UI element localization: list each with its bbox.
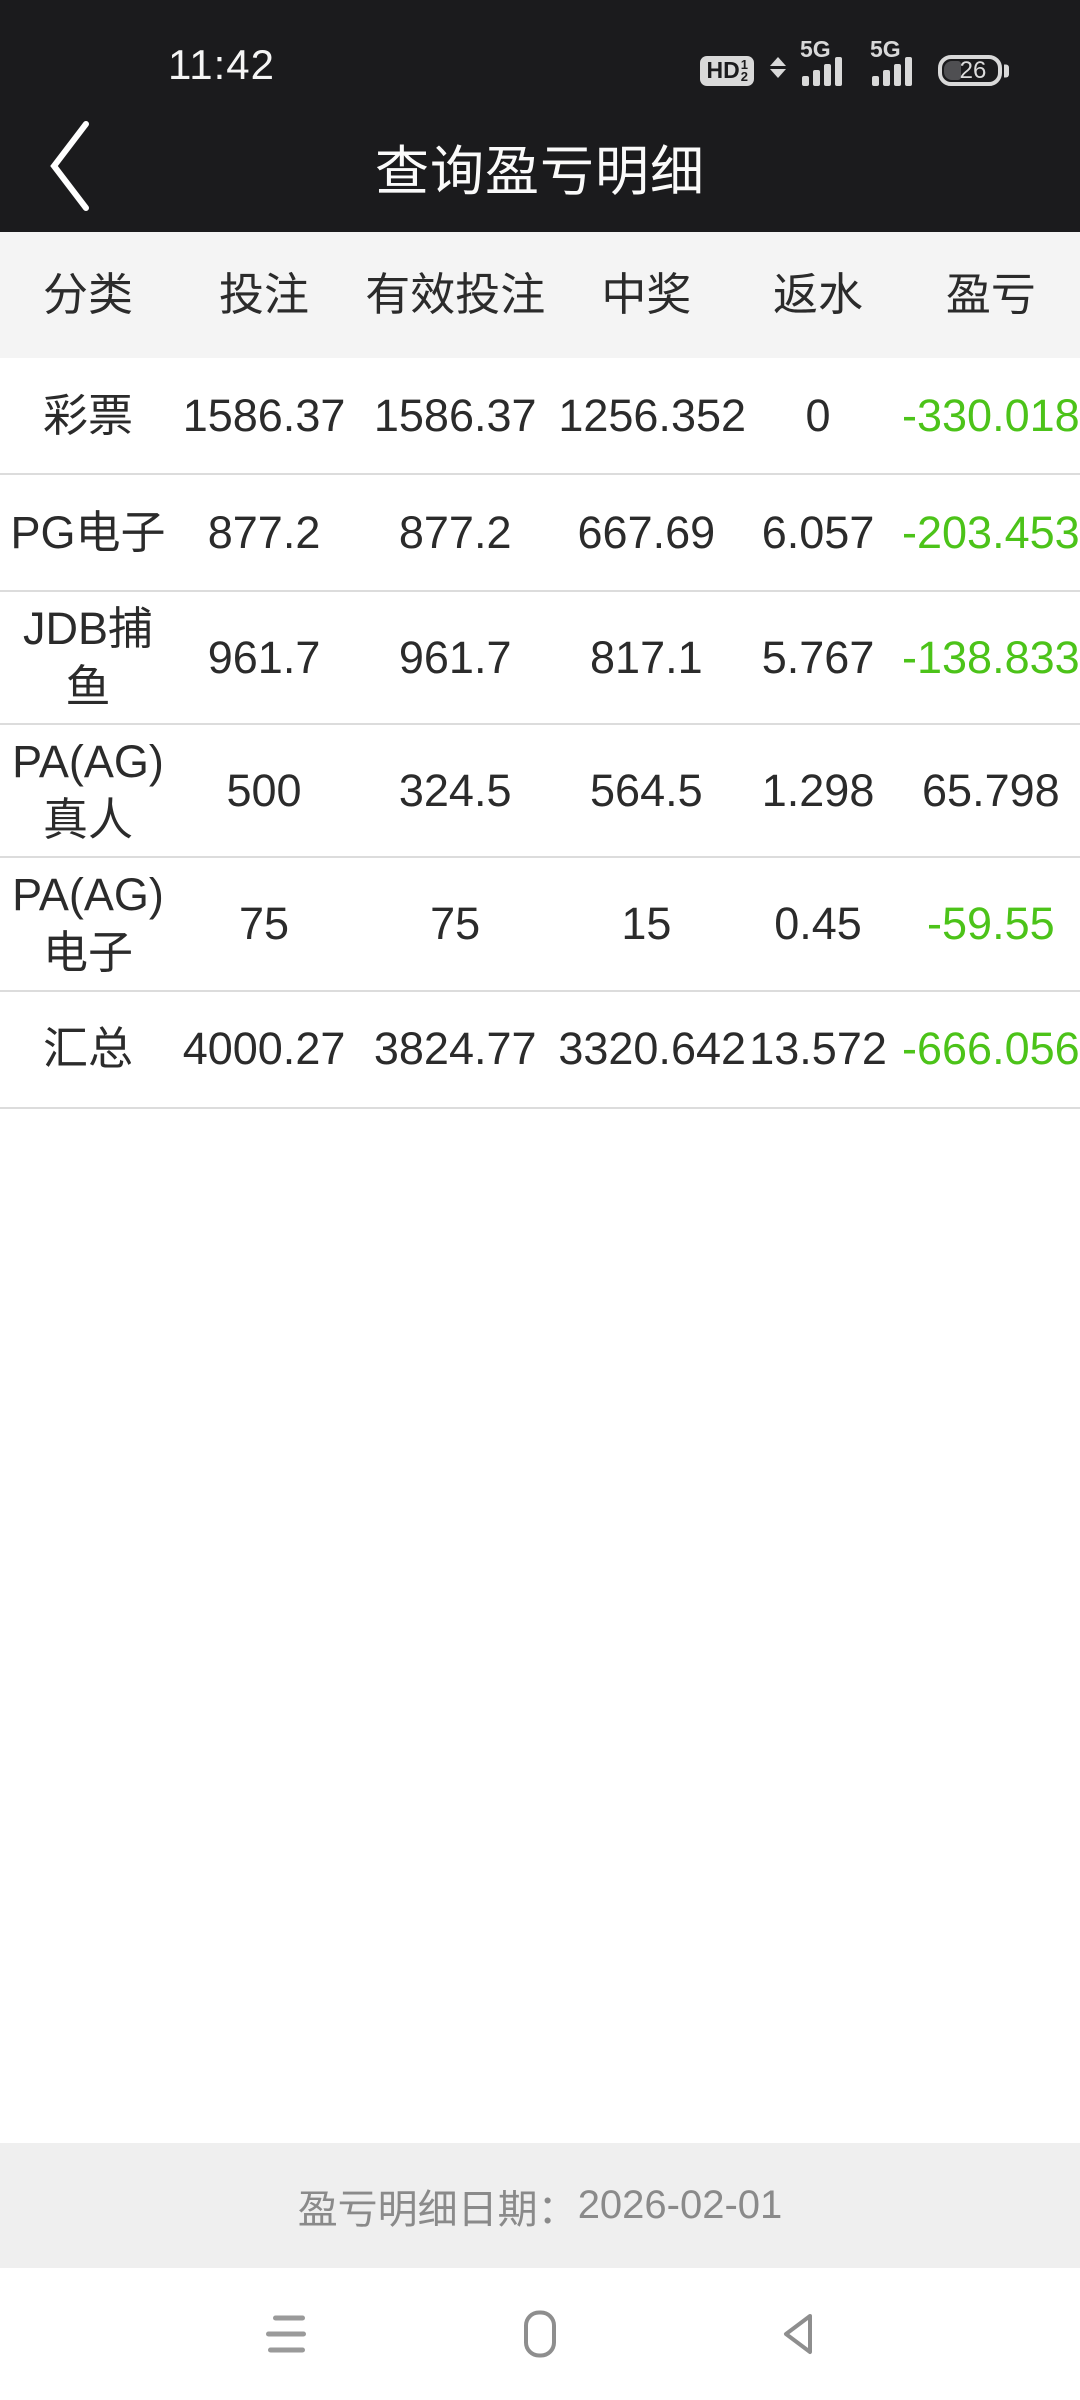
cell-category: 汇总: [43, 1023, 134, 1075]
cell-bet: 877.2: [207, 506, 321, 558]
menu-lines-icon: [273, 2315, 305, 2321]
cell-valid-bet: 961.7: [398, 631, 512, 683]
cell-profit: 65.798: [922, 764, 1060, 816]
cell-profit: -138.833: [902, 631, 1080, 683]
cell-valid-bet: 75: [430, 898, 481, 950]
cell-win: 564.5: [590, 764, 703, 816]
signal-sim2-icon: 5G: [870, 38, 916, 86]
cell-profit: -203.453: [902, 506, 1080, 558]
back-triangle-icon: [784, 2314, 812, 2354]
cell-rebate: 0: [805, 389, 831, 441]
cell-valid-bet: 324.5: [398, 764, 512, 816]
cell-profit: -666.056: [902, 1023, 1080, 1075]
home-button[interactable]: [524, 2310, 556, 2358]
cell-valid-bet: 877.2: [398, 506, 512, 558]
status-time: 11:42: [168, 41, 275, 88]
table-row-total: 汇总 4000.27 3824.77 3320.642 13.572 -666.…: [0, 991, 1080, 1109]
cell-win: 15: [621, 898, 672, 950]
column-header-valid-bet: 有效投注: [365, 269, 546, 321]
android-nav-bar: [0, 2268, 1080, 2400]
cell-category: JDB捕鱼: [23, 603, 154, 712]
table-row: 彩票 1586.37 1586.37 1256.352 0 -330.018: [0, 358, 1080, 475]
top-black-block: 11:42 HD 1 2 5G 5G: [0, 0, 1080, 232]
battery-fill: [944, 61, 961, 80]
table-header-row: 分类 投注 有效投注 中奖 返水 盈亏: [0, 232, 1080, 358]
signal-bars-icon: [872, 57, 912, 86]
hd-volte-icon: HD 1 2: [699, 56, 754, 86]
cell-rebate: 1.298: [761, 764, 875, 816]
cell-bet: 500: [226, 764, 302, 816]
cell-profit: -59.55: [927, 898, 1055, 950]
recents-button[interactable]: [266, 2315, 306, 2353]
cell-rebate: 6.057: [761, 506, 875, 558]
table-row: PG电子 877.2 877.2 667.69 6.057 -203.453: [0, 475, 1080, 592]
cell-category: PA(AG)电子: [12, 869, 164, 978]
status-icons: HD 1 2 5G 5G: [699, 38, 1009, 86]
cell-category: PA(AG)真人: [12, 736, 164, 845]
table-row: PA(AG)电子 75 75 15 0.45 -59.55: [0, 858, 1080, 992]
nav-back-button[interactable]: [778, 2311, 818, 2357]
signal-bars-icon: [802, 57, 842, 86]
column-header-category: 分类: [43, 269, 134, 321]
cell-category: PG电子: [10, 506, 166, 558]
cell-bet: 4000.27: [182, 1023, 346, 1075]
cell-valid-bet: 1586.37: [373, 389, 537, 441]
battery-percent: 26: [959, 56, 987, 84]
page-title: 查询盈亏明细: [375, 141, 705, 202]
back-button[interactable]: [42, 118, 106, 214]
chevron-left-icon: [50, 121, 89, 211]
cell-bet: 1586.37: [182, 389, 346, 441]
column-header-profit: 盈亏: [945, 269, 1036, 321]
cell-valid-bet: 3824.77: [373, 1023, 537, 1075]
date-value: 2026-02-01: [577, 2183, 783, 2227]
data-transfer-arrows-icon: [770, 57, 786, 78]
table-row: PA(AG)真人 500 324.5 564.5 1.298 65.798: [0, 725, 1080, 859]
cell-win: 817.1: [590, 631, 703, 683]
cell-bet: 75: [239, 898, 290, 950]
cell-rebate: 5.767: [761, 631, 875, 683]
cell-win: 1256.352: [558, 389, 747, 441]
cell-profit: -330.018: [902, 389, 1080, 441]
cell-win: 3320.642: [558, 1023, 747, 1075]
cell-rebate: 0.45: [774, 898, 862, 950]
column-header-bet: 投注: [219, 269, 310, 321]
home-pill-icon: [524, 2310, 556, 2358]
app-bar: 查询盈亏明细: [0, 100, 1080, 232]
cell-win: 667.69: [577, 506, 716, 558]
signal-sim1-icon: 5G: [800, 38, 846, 86]
cell-bet: 961.7: [207, 631, 321, 683]
status-bar: 11:42 HD 1 2 5G 5G: [0, 0, 1080, 100]
battery-icon: 26: [938, 55, 1009, 86]
content-spacer: [0, 1108, 1080, 2143]
column-header-rebate: 返水: [773, 269, 864, 321]
date-label: 盈亏明细日期：: [297, 2187, 578, 2232]
table-row: JDB捕鱼 961.7 961.7 817.1 5.767 -138.833: [0, 592, 1080, 726]
cell-category: 彩票: [43, 389, 134, 441]
column-header-win: 中奖: [601, 269, 692, 321]
cell-rebate: 13.572: [749, 1023, 887, 1075]
date-footer-bar: 盈亏明细日期： 2026-02-01: [0, 2143, 1080, 2268]
